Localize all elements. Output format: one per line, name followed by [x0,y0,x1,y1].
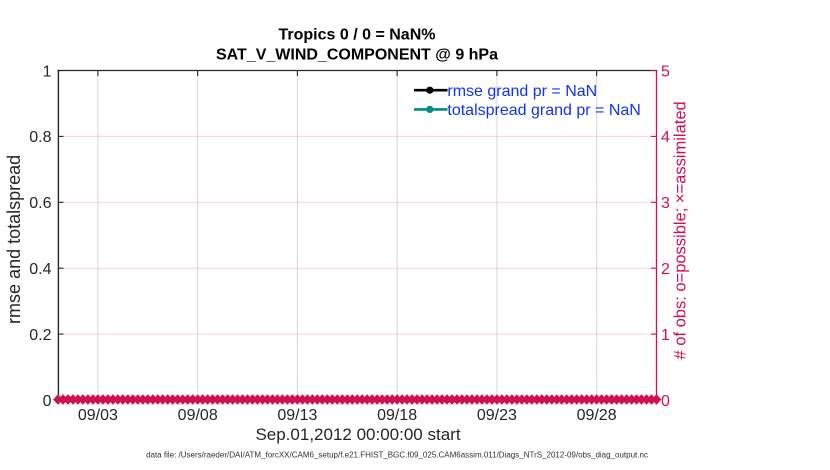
svg-text:09/03: 09/03 [78,407,118,424]
svg-text:09/13: 09/13 [277,407,317,424]
svg-text:09/08: 09/08 [178,407,218,424]
svg-text:rmse and totalspread: rmse and totalspread [4,155,24,324]
svg-text:1: 1 [661,327,670,344]
svg-text:0: 0 [661,393,670,410]
svg-text:totalspread grand pr = NaN: totalspread grand pr = NaN [447,102,640,119]
svg-text:Tropics 0 / 0 = NaN%: Tropics 0 / 0 = NaN% [279,27,436,44]
svg-text:2: 2 [661,261,670,278]
svg-text:0.8: 0.8 [29,129,51,146]
svg-text:4: 4 [661,129,670,146]
svg-text:0.4: 0.4 [29,261,51,278]
svg-text:0: 0 [43,393,52,410]
svg-text:# of obs: o=possible; ×=assimi: # of obs: o=possible; ×=assimilated [672,101,690,359]
svg-text:5: 5 [661,63,670,80]
svg-text:SAT_V_WIND_COMPONENT @ 9 hPa: SAT_V_WIND_COMPONENT @ 9 hPa [216,47,498,64]
svg-text:data file: /Users/raeder/DAI/A: data file: /Users/raeder/DAI/ATM_forcXX/… [146,451,648,460]
svg-text:09/28: 09/28 [577,407,617,424]
svg-text:09/18: 09/18 [377,407,417,424]
svg-text:0.2: 0.2 [29,327,51,344]
svg-text:3: 3 [661,195,670,212]
svg-text:1: 1 [43,63,52,80]
svg-text:rmse grand pr = NaN: rmse grand pr = NaN [447,83,597,100]
svg-text:0.6: 0.6 [29,195,51,212]
svg-text:09/23: 09/23 [477,407,517,424]
svg-text:Sep.01,2012 00:00:00 start: Sep.01,2012 00:00:00 start [255,425,460,444]
